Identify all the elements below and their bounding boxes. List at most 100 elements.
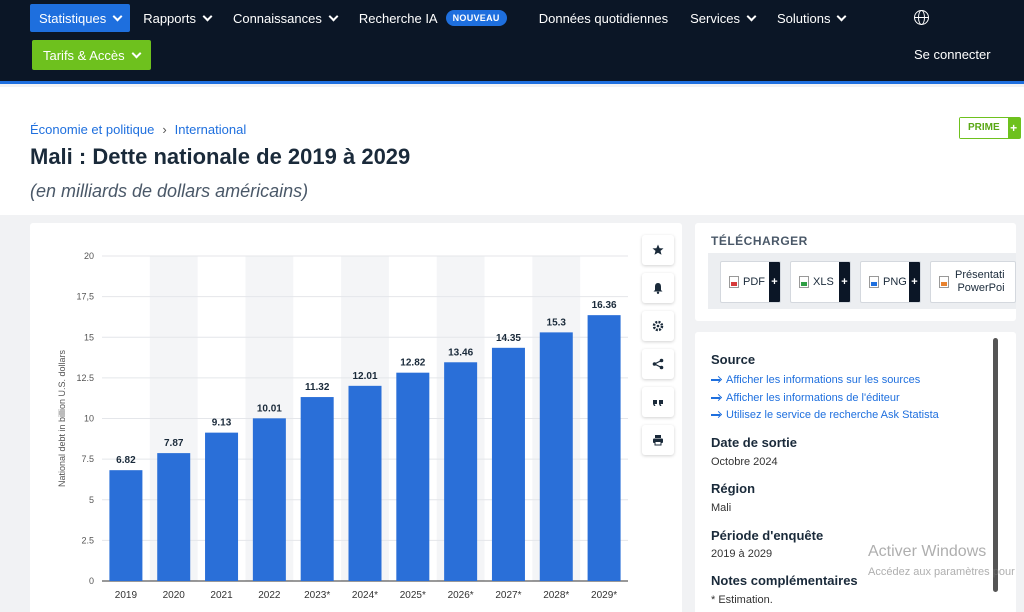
bar-2021 xyxy=(205,432,239,581)
main-menu: Statistiques Rapports Connaissances Recherc… xyxy=(30,4,858,32)
bar-value-label: 11.32 xyxy=(305,382,330,393)
download-ppt-label-line2: PowerPoi xyxy=(957,282,1005,294)
nav-item-label: Rapports xyxy=(143,10,196,26)
bar-2025-est xyxy=(396,372,430,581)
bookmark-button[interactable] xyxy=(642,235,674,265)
bar-value-label: 13.46 xyxy=(448,347,473,358)
nav-item-3[interactable]: Recherche IA NOUVEAU xyxy=(350,4,516,32)
tarifs-button[interactable]: Tarifs & Accès xyxy=(32,40,151,70)
download-ppt-button[interactable]: Présentati PowerPoi xyxy=(930,261,1016,303)
page-title: Mali : Dette nationale de 2019 à 2029 xyxy=(30,144,411,169)
share-button[interactable] xyxy=(642,349,674,379)
y-tick-label: 10 xyxy=(84,414,94,424)
source-title: Source xyxy=(711,352,756,367)
page-subtitle: (en milliards de dollars américains) xyxy=(30,181,309,201)
release-value: Octobre 2024 xyxy=(711,456,778,468)
notification-button[interactable] xyxy=(642,273,674,303)
x-tick-label: 2020 xyxy=(163,590,186,601)
download-xls-button[interactable]: XLS + xyxy=(790,261,851,303)
png-file-icon xyxy=(869,276,879,288)
prime-badge[interactable]: PRIME + xyxy=(959,117,1021,139)
x-tick-label: 2022 xyxy=(258,590,281,601)
download-png-button[interactable]: PNG + xyxy=(860,261,921,303)
chevron-down-icon xyxy=(202,11,213,21)
bar-value-label: 10.01 xyxy=(257,403,282,414)
y-tick-label: 17,5 xyxy=(76,292,94,302)
nav-item-4[interactable]: Données quotidiennes xyxy=(530,4,677,32)
x-tick-label: 2028* xyxy=(543,590,569,601)
bar-value-label: 9.13 xyxy=(212,418,232,429)
tarifs-label: Tarifs & Accès xyxy=(43,47,125,63)
nav-item-label: Solutions xyxy=(776,10,831,26)
notes-value: * Estimation. xyxy=(711,594,773,606)
bar-2024-est xyxy=(348,385,382,581)
x-tick-label: 2026* xyxy=(448,590,474,601)
windows-watermark-title: Activer Windows xyxy=(868,543,987,560)
cite-button[interactable] xyxy=(642,387,674,417)
source-link-publisher[interactable]: Afficher les informations de l'éditeur xyxy=(711,392,900,404)
notes-title: Notes complémentaires xyxy=(711,573,858,588)
download-buttons: PDF + XLS + PNG + Présentati PowerPoi xyxy=(708,253,1016,309)
download-xls-plus: + xyxy=(839,262,850,302)
source-link-ask-statista[interactable]: Utilisez le service de recherche Ask Sta… xyxy=(711,409,939,421)
y-axis-label: National debt in billion U.S. dollars xyxy=(57,349,67,487)
main-content: Économie et politique › International PR… xyxy=(0,87,1024,612)
y-tick-label: 15 xyxy=(84,332,94,342)
nav-item-label: Recherche IA xyxy=(358,10,438,26)
release-title: Date de sortie xyxy=(711,435,797,450)
bar-value-label: 7.87 xyxy=(164,438,184,449)
source-link-ask-statista-label: Utilisez le service de recherche Ask Sta… xyxy=(726,409,939,421)
nav-item-2[interactable]: Connaissances xyxy=(224,4,346,32)
bar-value-label: 12.01 xyxy=(352,371,377,382)
bar-2026-est xyxy=(444,362,478,581)
settings-button[interactable] xyxy=(642,311,674,341)
share-icon xyxy=(652,358,664,370)
y-tick-label: 7.5 xyxy=(81,454,94,464)
breadcrumb-item-international[interactable]: International xyxy=(174,122,247,137)
nav-item-0[interactable]: Statistiques xyxy=(30,4,131,32)
bar-2029-est xyxy=(587,315,621,581)
chevron-down-icon xyxy=(328,11,339,21)
download-ppt-label-line1: Présentati xyxy=(955,269,1005,281)
star-icon xyxy=(652,244,664,255)
y-tick-label: 2.5 xyxy=(81,535,94,545)
login-link[interactable]: Se connecter xyxy=(914,47,991,62)
y-tick-label: 0 xyxy=(89,576,94,586)
nav-item-5[interactable]: Services xyxy=(681,4,764,32)
nav-item-label: Services xyxy=(690,10,740,26)
nav-item-label: Données quotidiennes xyxy=(538,10,669,26)
download-png-plus: + xyxy=(909,262,920,302)
ppt-file-icon xyxy=(939,276,949,288)
x-tick-label: 2025* xyxy=(400,590,426,601)
bar-value-label: 6.82 xyxy=(116,455,136,466)
chart-card: 0 2.5 5 7.5 10 12.5 15 17,5 20 National debt in b… xyxy=(30,223,682,612)
print-icon xyxy=(653,435,663,446)
arrow-right-icon xyxy=(711,379,720,381)
bar-value-label: 14.35 xyxy=(496,333,521,344)
quote-icon xyxy=(653,400,663,406)
print-button[interactable] xyxy=(642,425,674,455)
region-value: Mali xyxy=(711,502,732,514)
info-card: Source Afficher les informations sur les… xyxy=(695,332,1016,612)
top-navigation: Statistiques Rapports Connaissances Recherc… xyxy=(0,0,1024,84)
download-xls-label: XLS xyxy=(813,276,834,288)
bar-2019 xyxy=(109,470,143,581)
download-pdf-button[interactable]: PDF + xyxy=(720,261,781,303)
download-title: TÉLÉCHARGER xyxy=(711,234,808,248)
source-link-sources[interactable]: Afficher les informations sur les source… xyxy=(711,374,920,386)
chevron-down-icon xyxy=(746,11,757,21)
bar-value-label: 16.36 xyxy=(592,300,617,311)
info-scrollbar[interactable] xyxy=(993,338,998,592)
arrow-right-icon xyxy=(711,397,720,399)
pdf-file-icon xyxy=(729,276,739,288)
download-pdf-plus: + xyxy=(769,262,780,302)
download-png-label: PNG xyxy=(883,276,907,288)
nav-item-6[interactable]: Solutions xyxy=(768,4,854,32)
breadcrumb-item-economie[interactable]: Économie et politique xyxy=(30,122,155,137)
nav-item-1[interactable]: Rapports xyxy=(134,4,220,32)
region-title: Région xyxy=(711,481,756,496)
y-tick-label: 12.5 xyxy=(76,373,94,383)
globe-icon[interactable] xyxy=(914,10,929,25)
prime-label: PRIME xyxy=(960,118,1008,138)
breadcrumb-separator: › xyxy=(162,122,167,137)
